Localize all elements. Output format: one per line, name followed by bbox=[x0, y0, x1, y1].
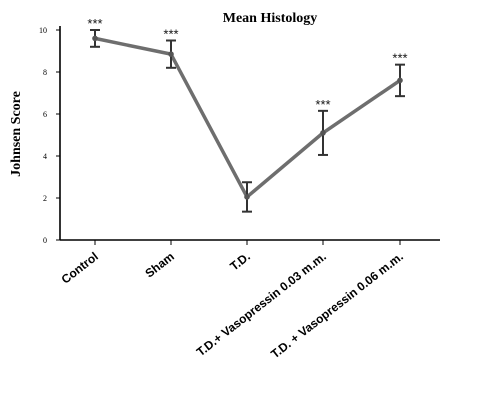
x-tick-label: Control bbox=[59, 249, 101, 286]
axes bbox=[59, 26, 440, 241]
data-point bbox=[320, 130, 326, 136]
significance-label: *** bbox=[315, 97, 330, 112]
series-line bbox=[94, 36, 401, 199]
x-tick-label: T.D.+ Vasopressin 0.03 m.m. bbox=[194, 249, 329, 359]
data-point bbox=[168, 51, 174, 57]
data-point bbox=[244, 194, 250, 200]
significance-label: *** bbox=[392, 51, 407, 66]
data-point bbox=[397, 77, 403, 84]
y-tick-label: 4 bbox=[43, 152, 47, 161]
significance-label: *** bbox=[163, 27, 178, 42]
y-tick-label: 8 bbox=[43, 68, 47, 77]
x-tick-label: T.D. bbox=[227, 249, 252, 273]
significance-labels: *** *** *** *** bbox=[87, 16, 407, 112]
y-tick-label: 10 bbox=[39, 26, 47, 35]
chart-title: Mean Histology bbox=[223, 11, 318, 26]
y-tick-label: 0 bbox=[43, 236, 47, 245]
y-tick-label: 6 bbox=[43, 110, 47, 119]
y-ticks: 0 2 4 6 8 10 bbox=[39, 26, 60, 245]
points bbox=[92, 35, 403, 200]
significance-label: *** bbox=[87, 16, 102, 31]
data-point bbox=[92, 35, 98, 42]
x-ticks: Control Sham T.D.T.D.+ Vasopressin 0.03 m.… bbox=[59, 240, 406, 361]
x-tick-label: T.D. + Vasopressin 0.06 m.m. bbox=[268, 249, 406, 361]
series bbox=[94, 36, 401, 199]
y-axis-label: Johnsen Score bbox=[9, 91, 24, 177]
error-bars bbox=[90, 29, 405, 213]
x-tick-label: Sham bbox=[142, 249, 176, 280]
y-tick-label: 2 bbox=[43, 194, 47, 203]
